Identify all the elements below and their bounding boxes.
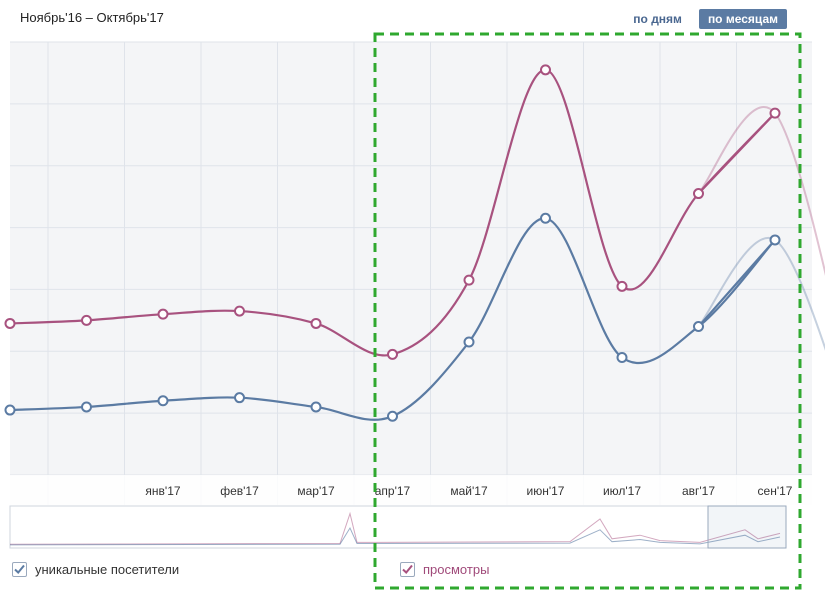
data-point[interactable] [616,280,628,292]
legend-views[interactable]: просмотры [400,562,489,577]
navigator-selection-handle[interactable] [707,505,787,549]
data-point[interactable] [463,336,475,348]
navigator-unique-line [9,526,781,546]
data-point[interactable] [157,308,169,320]
series-line [697,239,776,328]
data-point[interactable] [81,401,92,413]
legend-unique-label: уникальные посетители [35,562,180,577]
date-range-label: Ноябрь'16 – Октябрь'17 [20,10,164,25]
data-point[interactable] [693,321,704,333]
by-days-button[interactable]: по дням [624,9,691,29]
x-tick-label: авг'17 [682,484,715,498]
data-point[interactable] [540,212,551,224]
data-point[interactable] [769,107,781,119]
x-tick-label: мар'17 [297,484,335,498]
range-navigator[interactable] [9,505,787,549]
x-tick-label: июн'17 [527,484,565,498]
x-tick-label: янв'17 [145,484,180,498]
data-point[interactable] [540,64,551,76]
data-point[interactable] [4,404,16,416]
x-tick-label: сен'17 [758,484,793,498]
plot-area [10,42,812,505]
series-points [4,64,781,422]
unique-visitors-checkbox[interactable] [12,562,27,577]
data-point[interactable] [463,274,475,286]
legend-views-label: просмотры [423,562,490,577]
series-line [697,112,776,195]
x-tick-label: май'17 [450,484,488,498]
x-tick-label: апр'17 [375,484,411,498]
views-checkbox[interactable] [400,562,415,577]
data-point[interactable] [769,234,781,246]
x-axis-band [10,475,812,505]
legend-unique-visitors[interactable]: уникальные посетители [12,562,179,577]
navigator-frame [9,505,787,549]
data-point[interactable] [234,305,245,317]
checkmark-icon [14,564,25,574]
data-point[interactable] [616,351,628,363]
series-line-partial [697,106,825,276]
data-point[interactable] [387,410,398,422]
period-toggle: по дням по месяцам [624,9,787,29]
by-months-button[interactable]: по месяцам [698,9,787,29]
x-axis-tick-labels: янв'17 фев'17 мар'17 апр'17 май'17 июн'17 июл'… [145,484,792,498]
navigator-views-line [9,511,781,545]
highlight-frame [373,32,802,590]
data-point[interactable] [157,395,169,407]
checkmark-icon [402,564,413,574]
data-point[interactable] [387,348,398,360]
data-point[interactable] [310,317,322,329]
data-point[interactable] [234,392,245,404]
x-tick-label: июл'17 [603,484,641,498]
x-tick-label: фев'17 [220,484,259,498]
data-point[interactable] [693,188,704,200]
data-point[interactable] [310,401,322,413]
vertical-grid [47,42,737,505]
data-point[interactable] [81,314,92,326]
data-point[interactable] [4,317,16,329]
